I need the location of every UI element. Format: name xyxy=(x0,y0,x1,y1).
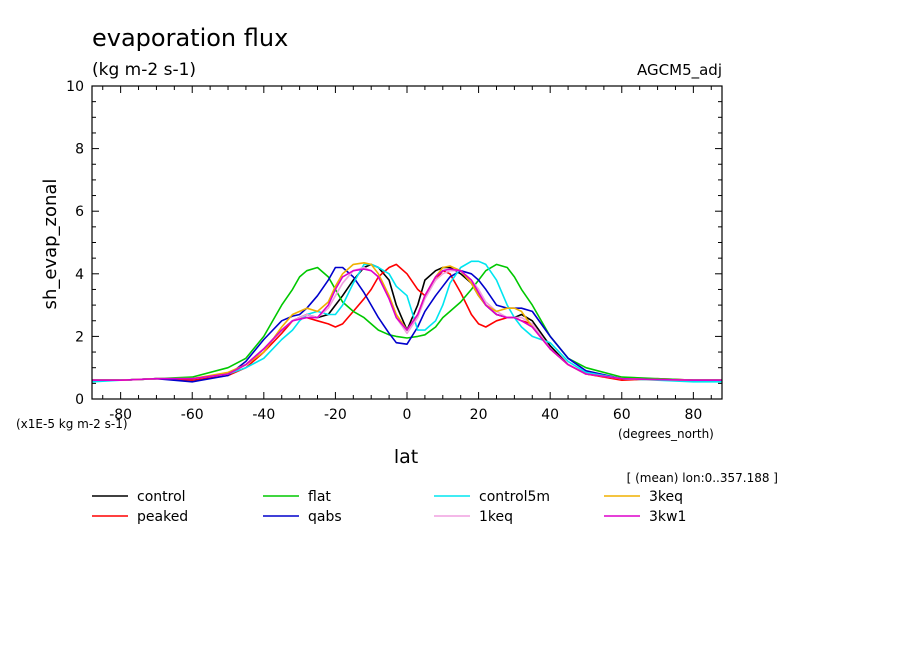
series-line-peaked xyxy=(92,263,722,382)
y-tick-label: 4 xyxy=(75,267,84,283)
legend: control flat control5m 3keq peaked qabs 1keq 3k… xyxy=(92,489,686,525)
series-line-flat xyxy=(92,263,722,382)
legend-label-flat: flat xyxy=(308,489,331,505)
x-tick-label: 80 xyxy=(684,407,702,423)
legend-label-3kw1: 3kw1 xyxy=(649,509,686,525)
series-line-control5m xyxy=(91,260,722,383)
legend-label-peaked: peaked xyxy=(137,509,188,525)
y-tick-label: 10 xyxy=(66,79,84,95)
y-tick-label: 8 xyxy=(75,142,84,158)
legend-label-3keq: 3keq xyxy=(649,489,683,505)
y-scale-note: (x1E-5 kg m-2 s-1) xyxy=(16,417,128,431)
x-axis-label: lat xyxy=(394,446,418,468)
y-tick-label: 0 xyxy=(75,392,84,408)
series-line-1keq xyxy=(92,266,722,382)
series-line-3kw1 xyxy=(92,268,722,382)
x-tick-label: -60 xyxy=(181,407,204,423)
y-tick-label: 6 xyxy=(75,204,84,220)
x-units-label: (degrees_north) xyxy=(618,427,714,441)
chart-title: evaporation flux xyxy=(92,24,288,52)
chart-subtitle: (kg m-2 s-1) xyxy=(92,60,196,80)
averaging-note: [ (mean) lon:0..357.188 ] xyxy=(627,471,778,485)
x-tick-label: 0 xyxy=(403,407,412,423)
x-tick-label: 60 xyxy=(613,407,631,423)
model-label: AGCM5_adj xyxy=(637,61,722,80)
x-tick-label: -20 xyxy=(324,407,347,423)
legend-label-control: control xyxy=(137,489,186,505)
y-axis-label: sh_evap_zonal xyxy=(40,179,61,310)
x-tick-label: -40 xyxy=(252,407,275,423)
x-tick-label: 40 xyxy=(541,407,559,423)
series-layer xyxy=(91,260,722,383)
legend-label-1keq: 1keq xyxy=(479,509,513,525)
series-line-control xyxy=(92,263,722,382)
series-line-3keq xyxy=(92,261,722,382)
series-line-qabs xyxy=(92,266,722,383)
legend-label-control5m: control5m xyxy=(479,489,550,505)
y-tick-label: 2 xyxy=(75,329,84,345)
x-tick-label: 20 xyxy=(470,407,488,423)
legend-label-qabs: qabs xyxy=(308,509,342,525)
ticks-layer: -80 -60 -40 -20 0 20 40 60 80 0 2 4 6 8 10 xyxy=(66,79,722,423)
x-tick-label: -80 xyxy=(109,407,132,423)
plot-frame xyxy=(91,85,723,400)
